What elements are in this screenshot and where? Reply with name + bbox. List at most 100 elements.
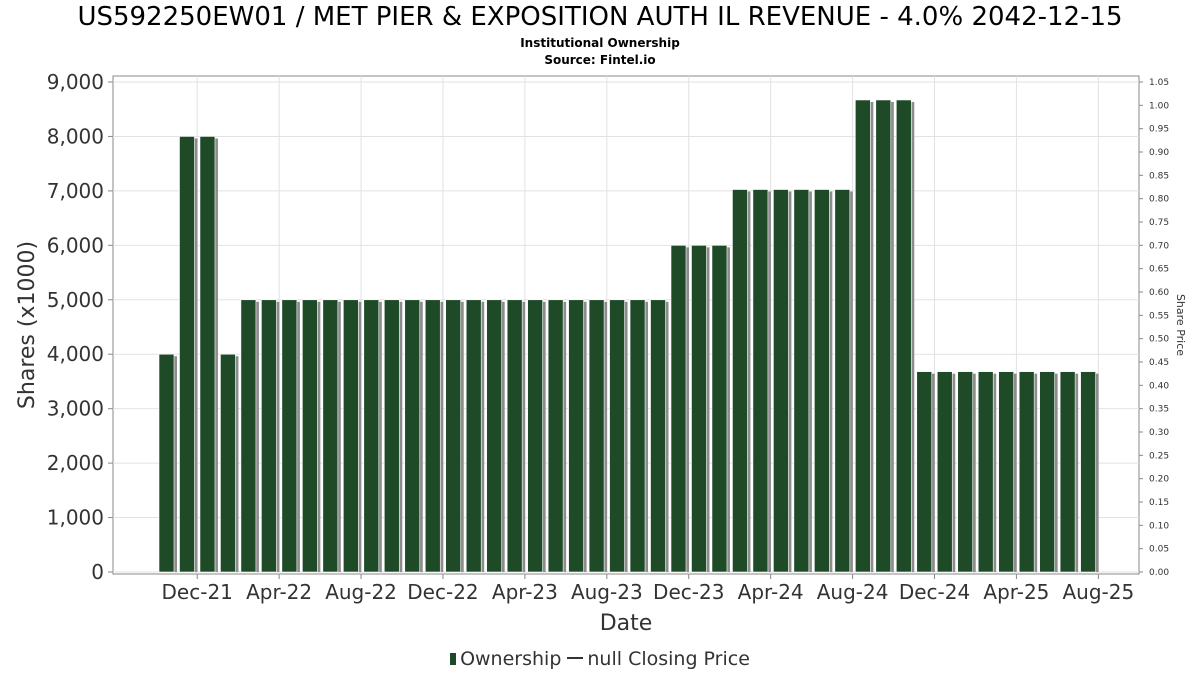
ownership-bar	[670, 245, 687, 573]
ownership-bar	[916, 371, 933, 573]
y2-tick-label: 0.15	[1149, 498, 1169, 508]
y2-tick-label: 0.05	[1149, 545, 1169, 555]
y2-tick-label: 0.80	[1149, 195, 1169, 205]
x-tick-label: Apr-25	[983, 580, 1049, 604]
y2-tick-label: 0.25	[1149, 451, 1169, 461]
ownership-bar	[998, 371, 1014, 573]
ownership-bar	[220, 353, 236, 573]
legend: Ownership null Closing Price	[0, 648, 1200, 670]
y2-axis-label: Share Price	[1174, 294, 1187, 356]
y-tick-label: 2,000	[47, 451, 104, 475]
bar-group	[158, 99, 1099, 573]
ownership-bar	[977, 371, 994, 573]
legend-price: null Closing Price	[587, 648, 750, 670]
ownership-bar	[629, 299, 646, 573]
ownership-bar	[322, 299, 339, 573]
y2-tick-label: 0.10	[1149, 521, 1169, 531]
y-axis: 0 1,000 2,000 3,000 4,000 5,000 6,000 7,000 8,00…	[47, 70, 113, 584]
y2-tick-label: 0.65	[1149, 265, 1169, 275]
y2-tick-label: 0.70	[1149, 241, 1169, 251]
y2-tick-label: 0.40	[1149, 381, 1169, 391]
x-tick-label: Apr-22	[246, 580, 312, 604]
y2-tick-label: 0.85	[1149, 171, 1169, 181]
ownership-bar	[957, 371, 974, 573]
y2-tick-label: 1.05	[1149, 78, 1169, 88]
ownership-swatch	[450, 653, 457, 665]
ownership-bar	[261, 299, 277, 573]
y-tick-label: 8,000	[47, 124, 104, 148]
y2-tick-label: 0.45	[1149, 358, 1169, 368]
x-tick-label: Apr-24	[738, 580, 804, 604]
y2-tick-label: 0.20	[1149, 475, 1169, 485]
y2-tick-label: 0.95	[1149, 125, 1169, 135]
y-tick-label: 3,000	[47, 397, 104, 421]
chart-source: Source: Fintel.io	[544, 53, 656, 67]
ownership-bar	[773, 189, 789, 573]
ownership-bar	[343, 299, 359, 573]
chart-subtitle: Institutional Ownership	[520, 36, 680, 50]
y2-tick-label: 0.50	[1149, 335, 1169, 345]
y-axis-label: Shares (x1000)	[15, 241, 40, 409]
ownership-bar	[527, 299, 543, 573]
y2-tick-label: 0.75	[1149, 218, 1169, 228]
x-tick-label: Aug-24	[817, 580, 889, 604]
ownership-bar	[855, 99, 871, 573]
ownership-bar	[1080, 371, 1096, 573]
ownership-bar	[1059, 371, 1076, 573]
y-tick-label: 5,000	[47, 288, 104, 312]
ownership-bar	[179, 136, 195, 573]
y2-tick-label: 1.00	[1149, 101, 1169, 111]
x-axis: Dec-21 Apr-22 Aug-22 Dec-22 Apr-23 Aug-23 Dec-…	[162, 574, 1134, 604]
legend-ownership: Ownership	[460, 648, 562, 670]
ownership-bar	[691, 245, 707, 573]
y2-tick-label: 0.60	[1149, 288, 1169, 298]
y2-axis: 0.00 0.05 0.10 0.15 0.20 0.25 0.30 0.35 0.40 0.45…	[1139, 78, 1169, 578]
ownership-bar	[486, 299, 502, 573]
ownership-bar	[588, 299, 605, 573]
y2-tick-label: 0.00	[1149, 568, 1169, 578]
x-axis-label: Date	[600, 611, 653, 636]
ownership-bar	[711, 245, 728, 573]
y-tick-label: 7,000	[47, 179, 104, 203]
x-tick-label: Apr-23	[492, 580, 558, 604]
y-tick-label: 4,000	[47, 342, 104, 366]
x-tick-label: Aug-23	[571, 580, 643, 604]
ownership-bar	[752, 189, 769, 573]
x-tick-label: Dec-22	[407, 580, 478, 604]
y-tick-label: 0	[91, 560, 104, 584]
x-tick-label: Dec-21	[162, 580, 233, 604]
ownership-bar	[199, 136, 216, 573]
ownership-bar	[363, 299, 380, 573]
x-tick-label: Dec-24	[899, 580, 970, 604]
ownership-bar	[424, 299, 441, 573]
ownership-bar	[302, 299, 318, 573]
ownership-bar	[793, 189, 810, 573]
y-tick-label: 6,000	[47, 233, 104, 257]
ownership-bar	[732, 189, 748, 573]
ownership-bar	[240, 299, 257, 573]
ownership-bar	[465, 299, 482, 573]
ownership-bar	[281, 299, 298, 573]
ownership-bar	[834, 189, 851, 573]
ownership-bar	[445, 299, 462, 573]
y2-tick-label: 0.55	[1149, 311, 1169, 321]
ownership-bar	[895, 99, 912, 573]
y-tick-label: 9,000	[47, 70, 104, 94]
ownership-bar	[875, 99, 892, 573]
ownership-bar	[506, 299, 523, 573]
ownership-bar	[1018, 371, 1035, 573]
ownership-bar	[547, 299, 564, 573]
ownership-bar	[609, 299, 625, 573]
ownership-bar	[936, 371, 953, 573]
x-tick-label: Dec-23	[653, 580, 724, 604]
x-tick-label: Aug-22	[325, 580, 397, 604]
y2-tick-label: 0.30	[1149, 428, 1169, 438]
ownership-bar	[650, 299, 666, 573]
ownership-bar	[158, 353, 175, 573]
ownership-bar	[404, 299, 421, 573]
ownership-bar	[814, 189, 830, 573]
chart-title: US592250EW01 / MET PIER & EXPOSITION AUT…	[77, 2, 1123, 32]
price-swatch	[567, 657, 584, 659]
y2-tick-label: 0.35	[1149, 405, 1169, 415]
